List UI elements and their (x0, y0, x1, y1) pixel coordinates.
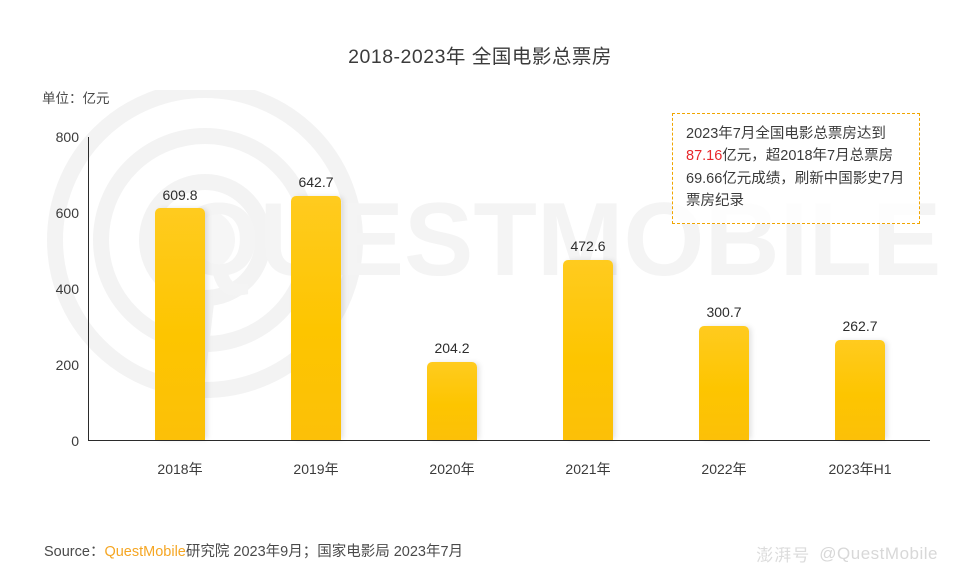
annotation-highlight-value: 87.16 (686, 148, 723, 165)
chart-title: 2018-2023年 全国电影总票房 (348, 46, 612, 68)
x-axis-tick-label: 2020年 (429, 461, 475, 477)
bar-value-label: 204.2 (434, 340, 470, 356)
source-rest: 研究院 2023年9月；国家电影局 2023年7月 (185, 544, 464, 560)
y-axis-tick-label: 400 (55, 281, 79, 297)
bar-value-label: 609.8 (162, 187, 198, 203)
y-axis-tick-label: 200 (55, 357, 79, 373)
source-note: Source：QuestMobile研究院 2023年9月；国家电影局 2023… (44, 540, 463, 561)
bar-value-label: 472.6 (570, 238, 606, 254)
bar-value-label: 642.7 (298, 174, 334, 190)
annotation-text-part2: 亿元，超2018年7月总票房69.66亿元成绩，刷新中国影史7月票房纪录 (686, 148, 905, 210)
unit-label: 单位：亿元 (42, 91, 110, 106)
bar-value-label: 300.7 (706, 304, 742, 320)
x-axis-tick-label: 2022年 (701, 461, 747, 477)
x-axis-tick-label: 2018年 (157, 461, 203, 477)
x-axis-tick-label: 2019年 (293, 461, 339, 477)
y-axis-line (88, 137, 89, 441)
bar[interactable] (699, 326, 749, 440)
account-watermark-label: @QuestMobile (819, 543, 938, 563)
y-axis-tick-label: 0 (71, 433, 79, 449)
footer-watermark: 澎湃号 @QuestMobile (756, 541, 938, 566)
x-axis-line (88, 440, 930, 441)
annotation-text-part1: 2023年7月全国电影总票房达到 (686, 126, 886, 142)
bar[interactable] (835, 340, 885, 440)
x-axis-tick-label: 2021年 (565, 461, 611, 477)
y-axis-tick-label: 800 (55, 129, 79, 145)
bar[interactable] (427, 362, 477, 440)
source-prefix: Source： (44, 544, 105, 560)
bar[interactable] (291, 196, 341, 440)
bar[interactable] (155, 208, 205, 440)
y-axis-tick-label: 600 (55, 205, 79, 221)
platform-watermark-label: 澎湃号 (756, 546, 811, 565)
bar-value-label: 262.7 (842, 318, 878, 334)
x-axis-tick-label: 2023年H1 (828, 461, 892, 477)
bar[interactable] (563, 260, 613, 440)
source-brand: QuestMobile (104, 544, 186, 560)
annotation-callout: 2023年7月全国电影总票房达到 87.16亿元，超2018年7月总票房69.66… (672, 113, 920, 224)
